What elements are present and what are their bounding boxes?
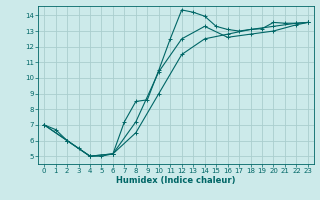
X-axis label: Humidex (Indice chaleur): Humidex (Indice chaleur) [116, 176, 236, 185]
